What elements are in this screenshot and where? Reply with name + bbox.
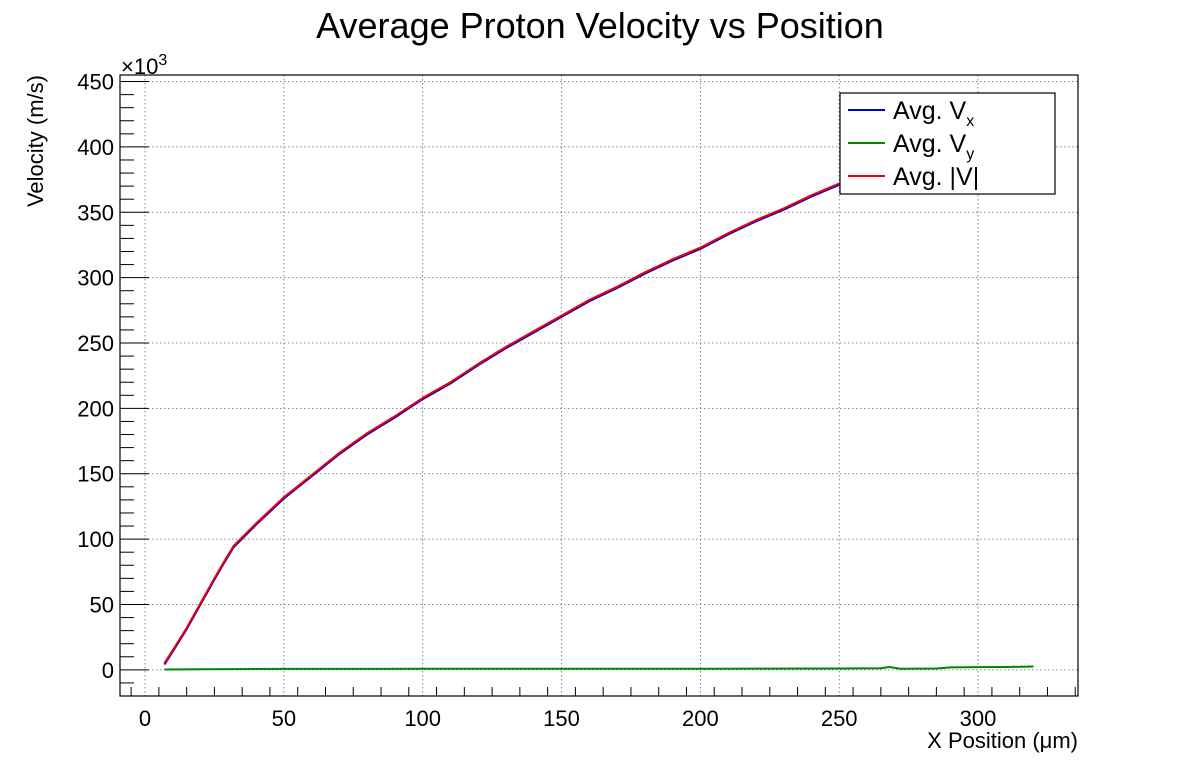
legend-label-text: Avg. V <box>893 130 967 158</box>
legend-label-text: Avg. |V| <box>893 163 979 191</box>
legend-label-subscript: y <box>966 146 974 163</box>
y-tick-label: 300 <box>77 266 114 291</box>
y-tick-label: 350 <box>77 200 114 225</box>
x-tick-label: 100 <box>404 706 441 731</box>
series-line-0 <box>163 178 854 666</box>
legend-label-subscript: x <box>966 113 974 130</box>
y-tick-label: 200 <box>77 396 114 421</box>
x-tick-label: 150 <box>543 706 580 731</box>
grid <box>120 75 1078 696</box>
y-tick-label: 250 <box>77 331 114 356</box>
y-multiplier-base: ×10 <box>121 54 158 79</box>
y-tick-label: 100 <box>77 527 114 552</box>
series-lines <box>163 177 1034 671</box>
legend-label-1: Avg. Vy <box>893 130 974 163</box>
x-tick-label: 300 <box>960 706 997 731</box>
x-axis-label: X Position (μm) <box>927 728 1078 753</box>
y-tick-label: 400 <box>77 135 114 160</box>
legend-label-text: Avg. V <box>893 97 967 125</box>
y-tick-label: 150 <box>77 462 114 487</box>
x-tick-label: 250 <box>821 706 858 731</box>
legend-label-0: Avg. Vx <box>893 97 974 130</box>
series-line-2 <box>163 177 854 664</box>
legend-label-2: Avg. |V| <box>893 163 979 191</box>
x-tick-label: 50 <box>272 706 296 731</box>
y-tick-label: 0 <box>102 658 114 683</box>
y-multiplier-exponent: 3 <box>158 52 167 69</box>
y-multiplier: ×103 <box>121 52 167 79</box>
plot-frame <box>119 74 1079 697</box>
chart-title: Average Proton Velocity vs Position <box>316 5 884 46</box>
axis-ticks: 0 50 100 150 200 250 300 0 50 100 150 200 250 300 350 4… <box>77 70 1076 731</box>
x-tick-label: 200 <box>682 706 719 731</box>
y-tick-label: 450 <box>77 70 114 95</box>
series-line-1 <box>164 665 1034 671</box>
y-axis-label: Velocity (m/s) <box>23 75 48 207</box>
y-tick-label: 50 <box>90 592 114 617</box>
x-tick-label: 0 <box>139 706 151 731</box>
